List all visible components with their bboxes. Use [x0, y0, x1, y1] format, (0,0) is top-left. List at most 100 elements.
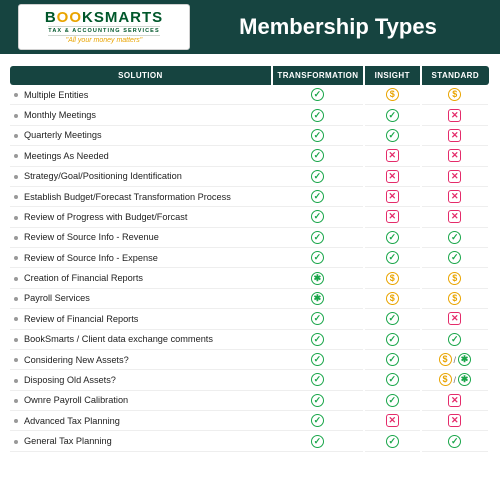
cross-icon: ✕: [448, 414, 461, 427]
dollar-icon: $: [386, 272, 399, 285]
status-cell: ✓: [364, 329, 421, 349]
feature-label: Review of Progress with Budget/Forcast: [10, 207, 272, 227]
table-row: BookSmarts / Client data exchange commen…: [10, 329, 489, 349]
check-icon: ✓: [311, 210, 324, 223]
status-cell: ✕: [421, 207, 489, 227]
dollar-icon: $: [439, 353, 452, 366]
check-icon: ✓: [448, 435, 461, 448]
check-icon: ✓: [386, 333, 399, 346]
status-cell: ✓: [364, 125, 421, 145]
check-icon: ✓: [311, 109, 324, 122]
dollar-icon: $: [448, 88, 461, 101]
check-icon: ✓: [311, 333, 324, 346]
brand-logo: BOOKSMARTS TAX & ACCOUNTING SERVICES "Al…: [18, 4, 190, 50]
status-cell: ✓: [272, 390, 364, 410]
feature-label: General Tax Planning: [10, 431, 272, 451]
cross-icon: ✕: [386, 414, 399, 427]
star-icon: ✱: [458, 353, 471, 366]
table-row: Strategy/Goal/Positioning Identification…: [10, 166, 489, 186]
cross-icon: ✕: [386, 170, 399, 183]
table-row: Disposing Old Assets?✓✓$/✱: [10, 370, 489, 390]
status-cell: $: [421, 85, 489, 105]
status-cell: ✓: [272, 85, 364, 105]
cross-icon: ✕: [386, 210, 399, 223]
dollar-icon: $: [448, 292, 461, 305]
cross-icon: ✕: [448, 149, 461, 162]
feature-label: Review of Source Info - Revenue: [10, 227, 272, 247]
feature-label: Monthly Meetings: [10, 105, 272, 125]
check-icon: ✓: [311, 231, 324, 244]
status-cell: ✓: [421, 329, 489, 349]
table-row: Establish Budget/Forecast Transformation…: [10, 186, 489, 206]
status-cell: ✓: [272, 431, 364, 451]
slash-separator: /: [453, 355, 458, 365]
check-icon: ✓: [311, 394, 324, 407]
check-icon: ✓: [448, 333, 461, 346]
brand-name: BOOKSMARTS: [45, 10, 163, 25]
feature-label: BookSmarts / Client data exchange commen…: [10, 329, 272, 349]
status-cell: ✓: [421, 227, 489, 247]
feature-label: Advanced Tax Planning: [10, 411, 272, 431]
status-cell: ✓: [364, 431, 421, 451]
status-cell: ✕: [364, 166, 421, 186]
check-icon: ✓: [386, 394, 399, 407]
status-cell: ✓: [272, 146, 364, 166]
table-row: Creation of Financial Reports✱$$: [10, 268, 489, 288]
check-icon: ✓: [311, 190, 324, 203]
check-icon: ✓: [386, 312, 399, 325]
brand-name-part-c: KSMARTS: [82, 9, 163, 26]
status-cell: $: [421, 288, 489, 308]
status-cell: ✓: [272, 329, 364, 349]
feature-label: Disposing Old Assets?: [10, 370, 272, 390]
check-icon: ✓: [311, 251, 324, 264]
table-row: Review of Progress with Budget/Forcast ✓ ✕…: [10, 207, 489, 227]
status-cell: ✕: [421, 105, 489, 125]
feature-label: Meetings As Needed: [10, 146, 272, 166]
check-icon: ✓: [311, 435, 324, 448]
check-icon: ✓: [386, 129, 399, 142]
cross-icon: ✕: [448, 190, 461, 203]
check-icon: ✓: [311, 88, 324, 101]
status-cell: ✓: [272, 411, 364, 431]
combo-icon: $/✱: [439, 353, 472, 366]
table-row: Monthly Meetings ✓ ✓ ✕: [10, 105, 489, 125]
dollar-icon: $: [386, 292, 399, 305]
table-row: Ownre Payroll Calibration✓✓✕: [10, 390, 489, 410]
status-cell: ✓: [364, 390, 421, 410]
table-row: Review of Source Info - Expense✓✓✓: [10, 248, 489, 268]
status-cell: ✓: [421, 248, 489, 268]
table-body: Multiple Entities✓$$Monthly Meetings✓✓✕Q…: [10, 85, 489, 451]
status-cell: ✓: [421, 431, 489, 451]
cross-icon: ✕: [386, 190, 399, 203]
brand-name-accent: OO: [57, 9, 82, 26]
feature-label: Considering New Assets?: [10, 349, 272, 369]
cross-icon: ✕: [448, 170, 461, 183]
check-icon: ✓: [311, 149, 324, 162]
status-cell: ✓: [364, 309, 421, 329]
page-title: Membership Types: [190, 0, 500, 54]
check-icon: ✓: [386, 109, 399, 122]
status-cell: ✕: [364, 411, 421, 431]
check-icon: ✓: [311, 170, 324, 183]
col-transformation: TRANSFORMATION: [272, 66, 364, 85]
status-cell: $: [421, 268, 489, 288]
star-icon: ✱: [311, 272, 324, 285]
dollar-icon: $: [386, 88, 399, 101]
feature-label: Multiple Entities: [10, 85, 272, 105]
status-cell: ✓: [272, 370, 364, 390]
cross-icon: ✕: [448, 210, 461, 223]
col-insight: INSIGHT: [364, 66, 421, 85]
status-cell: ✓: [364, 370, 421, 390]
feature-label: Review of Financial Reports: [10, 309, 272, 329]
status-cell: ✕: [421, 390, 489, 410]
status-cell: ✓: [364, 349, 421, 369]
status-cell: $/✱: [421, 349, 489, 369]
status-cell: ✕: [421, 186, 489, 206]
cross-icon: ✕: [448, 394, 461, 407]
check-icon: ✓: [386, 373, 399, 386]
status-cell: ✓: [364, 227, 421, 247]
table-row: Payroll Services✱$$: [10, 288, 489, 308]
page: BOOKSMARTS TAX & ACCOUNTING SERVICES "Al…: [0, 0, 500, 452]
table-row: Meetings As Needed✓✕✕: [10, 146, 489, 166]
slash-separator: /: [453, 375, 458, 385]
